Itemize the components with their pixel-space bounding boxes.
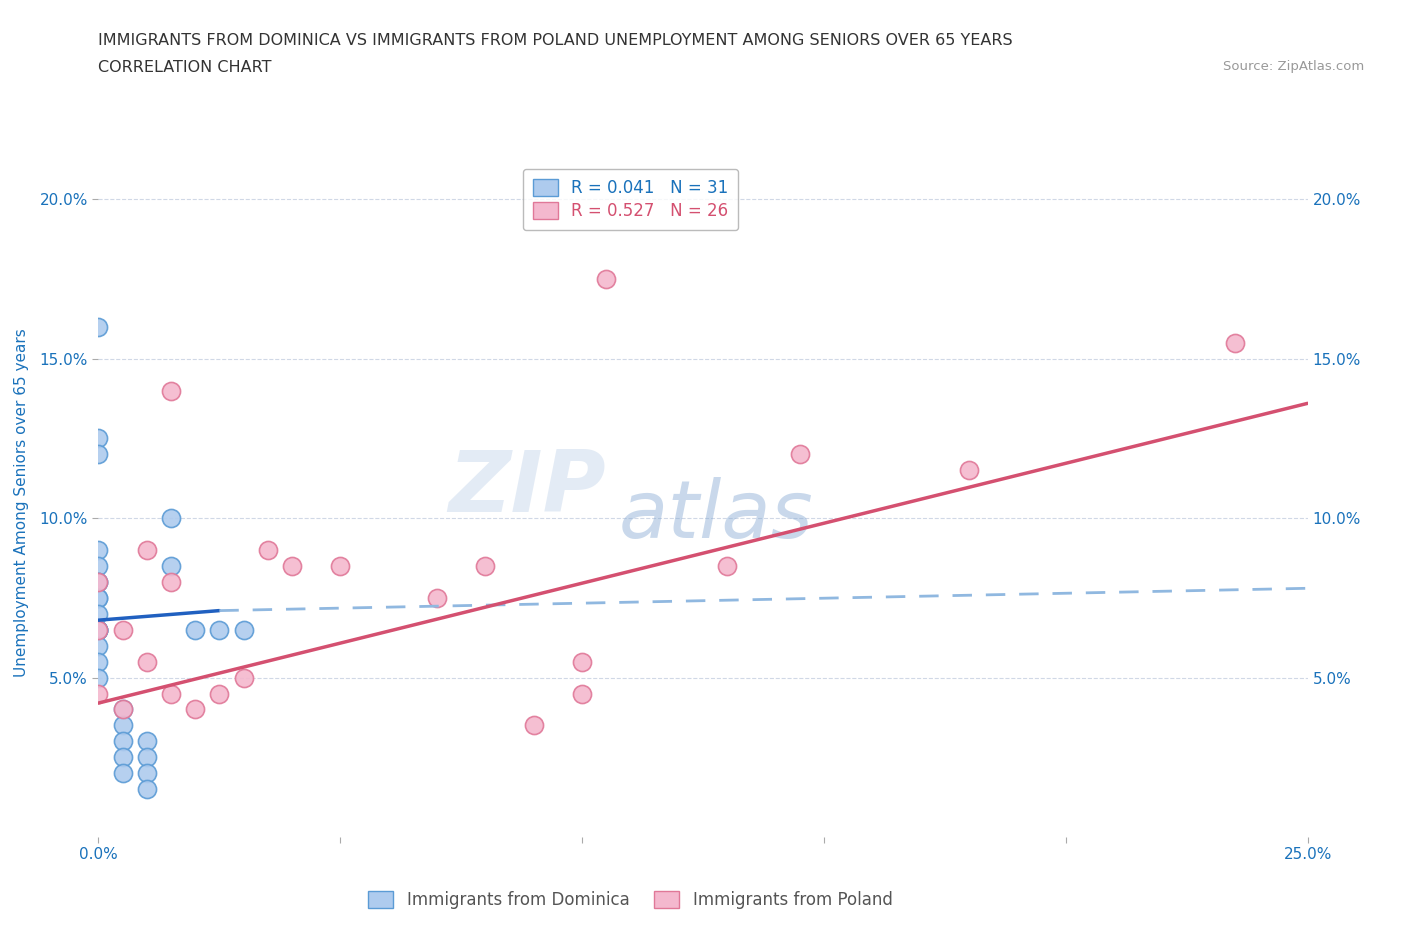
Point bbox=[957, 463, 980, 478]
Point bbox=[87, 575, 110, 590]
Point bbox=[87, 622, 110, 637]
Point bbox=[87, 622, 110, 637]
Point bbox=[135, 542, 157, 557]
Point bbox=[87, 686, 110, 701]
Point bbox=[87, 638, 110, 653]
Point bbox=[232, 622, 254, 637]
Point bbox=[87, 559, 110, 574]
Point bbox=[281, 559, 304, 574]
Point bbox=[329, 559, 352, 574]
Point bbox=[208, 622, 231, 637]
Point bbox=[571, 686, 593, 701]
Point bbox=[87, 542, 110, 557]
Point bbox=[87, 654, 110, 669]
Point bbox=[595, 272, 617, 286]
Point bbox=[160, 559, 183, 574]
Point bbox=[87, 575, 110, 590]
Point bbox=[256, 542, 278, 557]
Text: atlas: atlas bbox=[619, 476, 813, 554]
Point bbox=[184, 702, 207, 717]
Point bbox=[160, 511, 183, 525]
Point bbox=[111, 734, 134, 749]
Point bbox=[111, 622, 134, 637]
Point bbox=[789, 447, 811, 462]
Text: IMMIGRANTS FROM DOMINICA VS IMMIGRANTS FROM POLAND UNEMPLOYMENT AMONG SENIORS OV: IMMIGRANTS FROM DOMINICA VS IMMIGRANTS F… bbox=[98, 33, 1014, 47]
Text: CORRELATION CHART: CORRELATION CHART bbox=[98, 60, 271, 75]
Point bbox=[111, 702, 134, 717]
Point bbox=[232, 671, 254, 685]
Point bbox=[474, 559, 496, 574]
Text: Source: ZipAtlas.com: Source: ZipAtlas.com bbox=[1223, 60, 1364, 73]
Point bbox=[184, 622, 207, 637]
Point bbox=[87, 319, 110, 334]
Point bbox=[160, 383, 183, 398]
Point bbox=[571, 654, 593, 669]
Point bbox=[87, 622, 110, 637]
Point bbox=[135, 782, 157, 797]
Point bbox=[135, 765, 157, 780]
Point bbox=[87, 431, 110, 445]
Point bbox=[208, 686, 231, 701]
Point bbox=[426, 591, 449, 605]
Point bbox=[111, 750, 134, 764]
Point bbox=[135, 750, 157, 764]
Point bbox=[87, 447, 110, 462]
Point bbox=[716, 559, 738, 574]
Point bbox=[111, 702, 134, 717]
Point bbox=[160, 575, 183, 590]
Point bbox=[87, 671, 110, 685]
Text: ZIP: ZIP bbox=[449, 447, 606, 530]
Y-axis label: Unemployment Among Seniors over 65 years: Unemployment Among Seniors over 65 years bbox=[14, 328, 28, 677]
Point bbox=[135, 734, 157, 749]
Point bbox=[87, 591, 110, 605]
Legend: Immigrants from Dominica, Immigrants from Poland: Immigrants from Dominica, Immigrants fro… bbox=[361, 884, 900, 916]
Point bbox=[87, 622, 110, 637]
Point bbox=[111, 718, 134, 733]
Point bbox=[135, 654, 157, 669]
Point bbox=[87, 591, 110, 605]
Point bbox=[1223, 336, 1246, 351]
Point bbox=[87, 622, 110, 637]
Point bbox=[111, 765, 134, 780]
Point bbox=[87, 606, 110, 621]
Point bbox=[87, 575, 110, 590]
Point bbox=[523, 718, 546, 733]
Point bbox=[160, 686, 183, 701]
